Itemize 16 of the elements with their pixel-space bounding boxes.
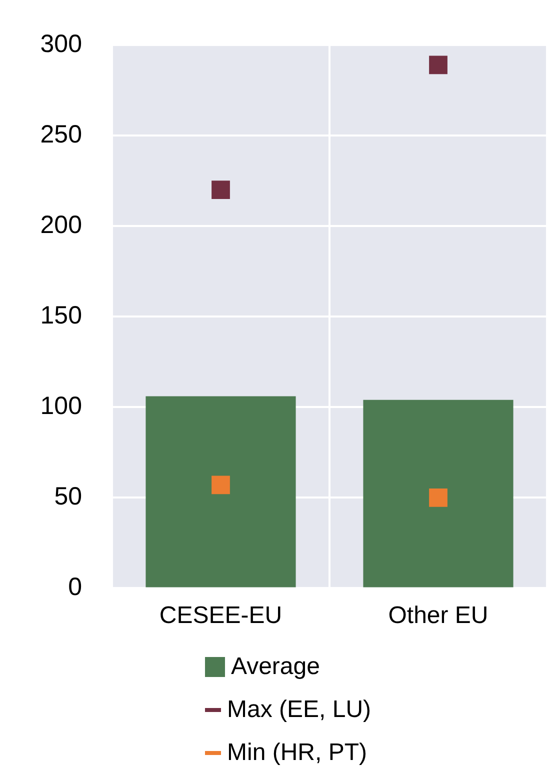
y-tick-label: 200 <box>40 210 82 239</box>
point <box>429 488 448 507</box>
point <box>429 56 448 74</box>
legend-label: Average <box>231 652 320 680</box>
legend-label: Min (HR, PT) <box>227 738 367 766</box>
point <box>212 476 230 494</box>
point <box>212 180 230 200</box>
legend-label: Max (EE, LU) <box>227 696 372 724</box>
x-tick-label: CESEE-EU <box>159 602 282 630</box>
y-tick-label: 300 <box>40 30 82 58</box>
y-tick-label: 250 <box>40 120 82 148</box>
y-tick-label: 150 <box>40 301 82 330</box>
y-tick-label: 100 <box>40 392 82 420</box>
y-tick-label: 0 <box>68 573 82 602</box>
y-tick-label: 50 <box>54 482 82 511</box>
x-tick-label: Other EU <box>388 602 488 630</box>
